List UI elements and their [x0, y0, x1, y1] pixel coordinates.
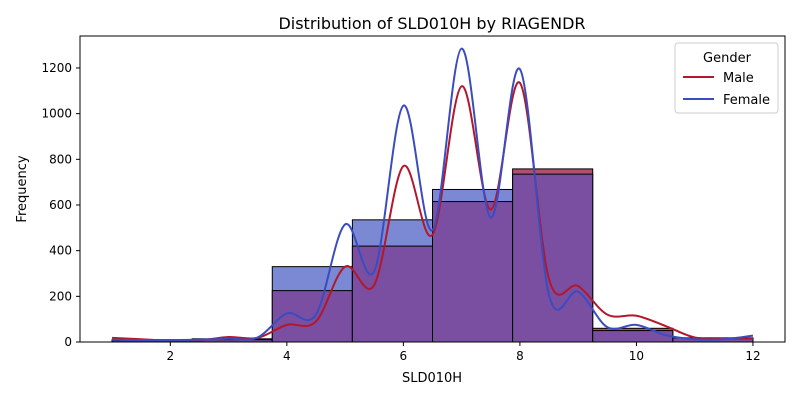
histogram-bar-overlap [592, 330, 674, 343]
kde-line-female [112, 47, 754, 342]
x-axis-label: SLD010H [402, 371, 462, 386]
legend-label-male: Male [723, 71, 754, 86]
histogram-bar-overlap [512, 173, 594, 343]
y-tick-label: 200 [49, 289, 72, 303]
kde-line-male [111, 81, 753, 342]
y-axis-label: Frequency [15, 155, 30, 222]
legend-box [674, 42, 779, 114]
histogram-bar-overlap [351, 245, 433, 343]
x-tick-label: 12 [745, 349, 760, 363]
x-tick-label: 8 [516, 349, 524, 363]
x-tick-label: 4 [283, 349, 291, 363]
histogram-bar-overlap [271, 290, 353, 343]
legend: Gender Male Female [674, 42, 779, 114]
y-tick-label: 1000 [41, 107, 72, 121]
y-tick-label: 0 [64, 335, 72, 349]
chart-title: Distribution of SLD010H by RIAGENDR [278, 14, 585, 33]
y-tick-label: 800 [49, 152, 72, 166]
kde-layer [111, 47, 754, 342]
y-tick-label: 400 [49, 244, 72, 258]
y-axis: 0 200 400 600 800 1000 1200 [41, 61, 80, 349]
x-axis: 2 4 6 8 10 12 [166, 342, 761, 363]
x-tick-label: 6 [400, 349, 408, 363]
bars-layer [111, 168, 754, 343]
histogram-bar-overlap [432, 201, 514, 343]
legend-title: Gender [703, 51, 752, 66]
plot-frame [79, 35, 786, 343]
x-tick-label: 10 [629, 349, 644, 363]
y-tick-label: 1200 [41, 61, 72, 75]
y-tick-label: 600 [49, 198, 72, 212]
x-tick-label: 2 [166, 349, 174, 363]
legend-label-female: Female [723, 93, 770, 108]
